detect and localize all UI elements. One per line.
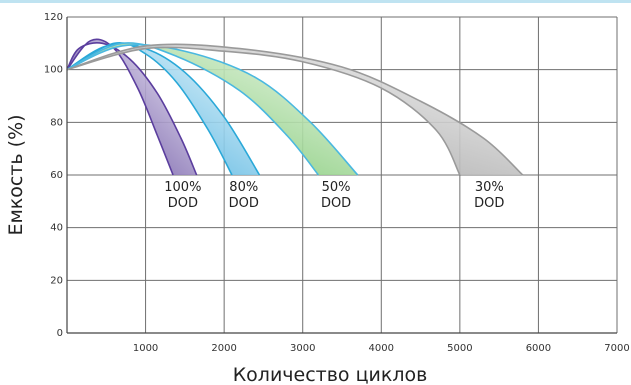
axes: 0 20 40 60 80 100 120 1000 2000 3000 4000 5000 6000 7… [44,12,630,354]
y-tick-label: 60 [50,170,63,181]
series-label: 100% [164,180,201,195]
series-label: 30% [475,180,504,195]
x-tick-label: 6000 [526,343,551,354]
series-50-dod [66,42,359,176]
series-30-dod [66,43,524,176]
series-band [67,39,197,175]
series-100-dod [66,38,198,176]
y-tick-label: 20 [50,275,63,286]
series-80-dod [66,41,261,176]
y-tick-label: 120 [44,12,63,23]
series-label: DOD [321,196,351,211]
y-tick-label: 80 [50,117,63,128]
series-label: DOD [229,196,259,211]
series-lower-line [66,41,198,176]
series-label: DOD [474,196,504,211]
series-band [67,44,523,176]
top-accent-line [0,0,631,3]
x-axis-title: Количество циклов [233,364,428,385]
y-tick-label: 100 [44,65,63,76]
y-tick-label: 40 [50,223,63,234]
series-label: DOD [168,196,198,211]
series-label: 50% [322,180,351,195]
series-layer [66,38,524,176]
x-tick-label: 3000 [290,343,315,354]
series-upper-line [66,46,461,176]
series-upper-line [66,38,174,176]
series-lower-line [66,43,524,176]
x-tick-label: 1000 [133,343,158,354]
y-tick-label: 0 [57,328,63,339]
series-label: 80% [229,180,258,195]
series-upper-line [66,42,320,176]
x-tick-label: 5000 [447,343,472,354]
x-tick-label: 7000 [604,343,629,354]
x-tick-label: 4000 [369,343,394,354]
x-tick-label: 2000 [211,343,236,354]
series-band [67,42,260,175]
series-lower-line [66,43,261,176]
series-lower-line [66,43,359,176]
y-axis-title: Емкость (%) [5,114,27,235]
series-band [67,42,358,175]
